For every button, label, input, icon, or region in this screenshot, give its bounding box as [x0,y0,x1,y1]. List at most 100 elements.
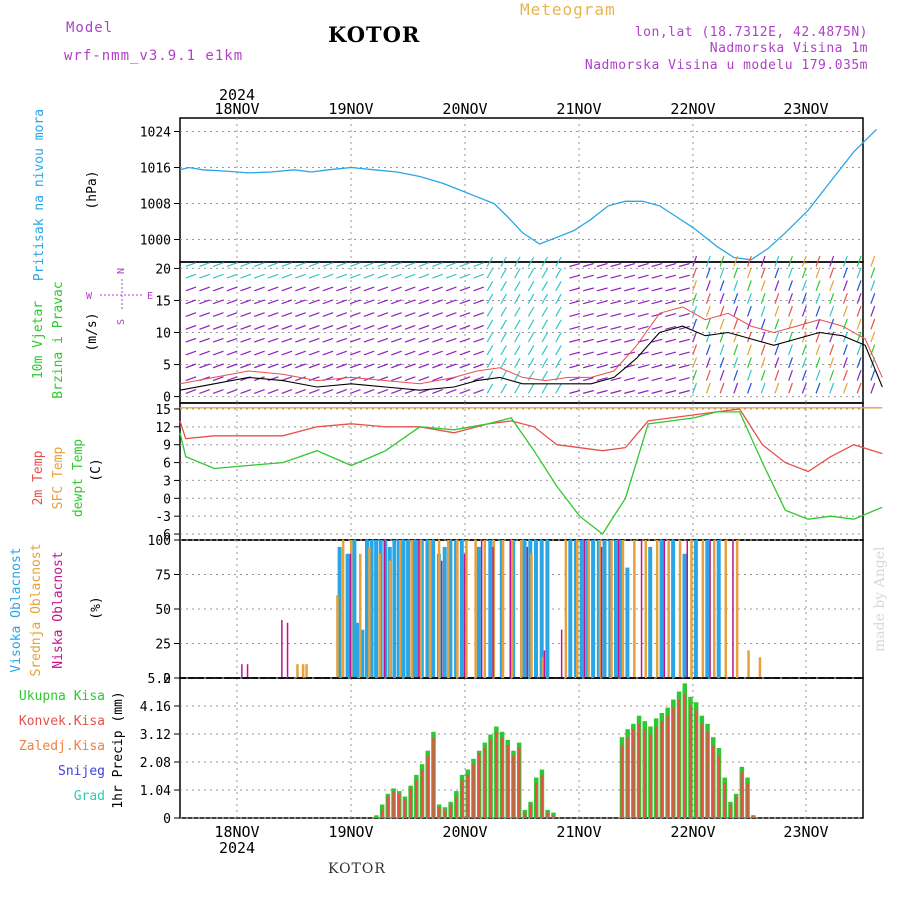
precip-conv-bar [700,723,704,818]
wind-barb [445,337,457,343]
y-tick-label: 1008 [140,198,171,213]
wind-barb [432,337,443,343]
wind-barb [569,377,581,382]
mid-cloud-bar [349,540,353,678]
wind-barb [733,267,739,279]
pressure-unit: (hPa) [85,170,100,209]
wind-barb [870,267,876,279]
wind-barb [391,324,402,330]
wind-barb [870,369,876,381]
precip-conv-bar [626,737,629,818]
wind-barb [486,383,494,394]
wind-barb [336,286,348,292]
mid-cloud-bar [667,540,670,678]
high-cloud-bar [716,540,721,678]
wind-barb [500,281,507,292]
wind-barb [459,389,471,394]
wind-barb [527,319,535,330]
y-tick-label: 5.2 [148,672,171,687]
wind-barb [322,324,334,330]
high-cloud-bar [568,540,573,678]
mid-cloud-bar [410,540,413,678]
wind-barb [500,268,507,279]
precip-total-bar [374,815,379,818]
low-cloud-bar [543,650,546,678]
wind-barb [596,274,608,279]
low-cloud-ylabel: Niska Oblacnost [51,551,66,668]
wind-barb [404,389,416,394]
wind-barb [760,305,766,317]
precip-conv-bar [506,745,509,818]
wind-barb [500,319,507,330]
wind-barb [856,382,862,394]
wind-barb [678,287,690,292]
high-cloud-bar [442,546,447,678]
wind-barb [829,293,835,304]
wind-barb [212,312,224,318]
wind-barb [705,305,711,317]
wind-barb [678,274,690,279]
wind-barb [349,376,361,382]
wind-barb [624,338,636,343]
wind-barb [308,262,320,268]
mid-cloud-bar [483,540,486,678]
wind-barb [610,351,622,356]
wind-barb [774,357,780,368]
precip-conv-bar [403,799,407,818]
wind-barb [651,351,663,356]
wind-barb [445,389,457,394]
wind-barb [199,273,211,279]
precip-conv-bar [694,710,698,818]
wind-barb [254,299,265,305]
wind-barb [254,262,265,268]
wind-barb [733,331,739,343]
wind-barb [404,350,416,356]
wind-barb [418,337,430,343]
wind-barb [856,369,862,381]
precip-conv-bar [746,783,749,818]
precip-conv-bar [683,694,686,818]
wind-barb [226,376,238,382]
wind-barb [514,268,521,279]
wind-barb [842,267,848,279]
wind-barb [760,280,766,292]
mid-cloud-bar [564,540,568,678]
wind-barb [788,357,793,368]
wind-barb [651,313,663,318]
wind-barb [856,255,862,267]
wind-barb [349,262,361,268]
wind-barb [582,300,594,305]
wind-barb [267,286,279,292]
compass-s: S [116,319,127,325]
wind-barb [267,363,279,369]
wind-barb [637,364,649,369]
wind-barb [322,262,334,268]
high-cloud-bar [539,540,544,678]
wind-barb [432,376,443,382]
wind-barb [418,299,430,305]
wind-speed-line [179,325,883,391]
wind-barb [815,331,821,343]
wind-barb [363,363,375,369]
wind-barb [226,324,238,330]
wind-barb [308,273,320,279]
wind-barb [240,312,252,318]
mid-cloud-bar [428,540,432,678]
wind-barb [267,299,279,305]
wind-barb [829,280,835,292]
wind-barb [582,287,594,292]
wind-barb [295,350,306,356]
high-cloud-bar [414,540,419,678]
wind-barb [596,377,608,382]
wind-barb [555,306,562,317]
high-cloud-bar [365,540,369,678]
year-bottom: 2024 [219,839,255,857]
wind-barb [445,363,457,369]
wind-barb [254,389,265,394]
wind-barb [514,293,521,304]
wind-barb [212,262,224,268]
wind-barb [555,345,562,356]
wind-barb [733,293,739,304]
precip-conv-bar [752,815,755,818]
y-tick-label: 3 [163,474,171,489]
